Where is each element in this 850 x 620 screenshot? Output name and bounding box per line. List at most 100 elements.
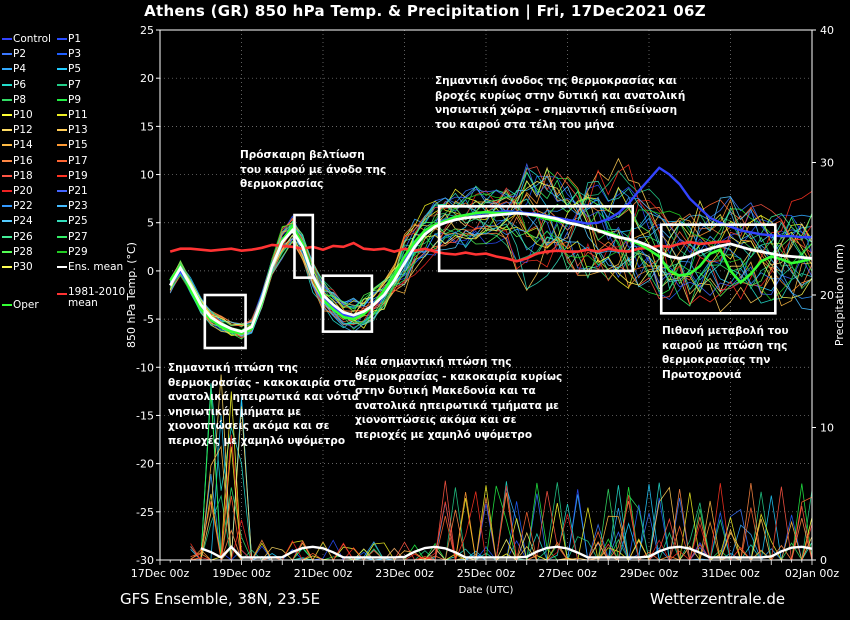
annotation-line: θερμοκρασίας την <box>662 354 771 367</box>
ensemble-member-P20 <box>169 187 813 339</box>
annotation-line: περιοχές με χαμηλό υψόμετρο <box>168 434 346 447</box>
ensemble-member-P17 <box>169 199 813 335</box>
highlight-box-4 <box>437 205 635 273</box>
chart-title: Athens (GR) 850 hPa Temp. & Precipitatio… <box>144 2 706 20</box>
y-tick-label: -20 <box>136 458 154 471</box>
annotation-line: ανατολικά ηπειρωτικά τμήματα με <box>355 399 560 412</box>
annotation-line: Σημαντική πτώση της <box>168 362 298 374</box>
legend-item: Ens. mean <box>57 260 123 274</box>
annotation-line: νησιωτικά τμήματα με <box>168 405 302 418</box>
legend-item: P8 <box>2 93 26 107</box>
legend-label: P25 <box>68 215 88 228</box>
y-tick-label: -30 <box>136 554 154 567</box>
legend-swatch <box>2 38 12 40</box>
legend-label: P4 <box>13 63 27 76</box>
y-tick-label: -15 <box>136 409 154 422</box>
legend-swatch <box>2 190 12 192</box>
precip-member <box>190 446 812 561</box>
legend-swatch <box>57 235 67 238</box>
ensemble-member-P14 <box>169 189 813 336</box>
ensemble-member-P24 <box>169 175 813 337</box>
annotation-a3: Σημαντική πτώση της θερμοκρασίας - κακοκα… <box>168 361 359 449</box>
legend-swatch <box>2 174 12 177</box>
y2-tick-label: 40 <box>820 24 834 37</box>
legend-item: P11 <box>57 108 88 122</box>
annotation-line: Πιθανή μεταβολή του <box>662 325 789 337</box>
x-tick-label: 02Jan 00z <box>785 567 839 580</box>
legend-swatch <box>57 144 67 147</box>
legend-label: Ens. mean <box>68 261 124 273</box>
legend-label: P13 <box>68 124 88 137</box>
ensemble-member-P7 <box>169 170 813 337</box>
legend-item: P19 <box>57 169 88 183</box>
y-axis-label: 850 hPa Temp. (°C) <box>125 242 138 348</box>
annotation-line: Πρωτοχρονιά <box>662 368 742 381</box>
y2-tick-label: 20 <box>820 289 834 302</box>
key-series <box>168 166 813 335</box>
annotation-a1: Πρόσκαιρη βελτίωση του καιρού με άνοδο τη… <box>240 148 386 192</box>
x-tick-label: 19Dec 00z <box>212 567 271 580</box>
ensemble-member-P6 <box>169 167 813 336</box>
legend-swatch <box>2 304 12 306</box>
legend-item: P1 <box>57 32 81 46</box>
highlight-box-3 <box>321 274 374 333</box>
ensemble-member-P18 <box>169 166 813 337</box>
legend-label: P1 <box>68 33 82 45</box>
legend-swatch <box>57 68 67 71</box>
legend-label: P7 <box>68 78 82 91</box>
legend-label: P26 <box>13 230 33 243</box>
ensemble-member-P26 <box>169 204 813 333</box>
legend-item: P9 <box>57 93 81 107</box>
legend-item: P4 <box>2 62 26 76</box>
annotation-a5: Πιθανή μεταβολή του καιρού με πτώση της θε… <box>662 324 789 382</box>
legend-label: 1981-2010 mean <box>68 286 126 309</box>
series-ens-mean <box>168 211 813 334</box>
ensemble-member-P16 <box>169 198 813 327</box>
legend-label: Control <box>13 33 51 45</box>
ensemble-member-P8 <box>169 185 813 328</box>
precip-member <box>190 491 812 561</box>
x-tick-label: 29Dec 00z <box>620 567 679 580</box>
y-tick-label: -10 <box>136 361 154 374</box>
legend-item: P25 <box>57 214 88 228</box>
y2-tick-label: 10 <box>820 422 834 435</box>
y2-axis-label: Precipitation (mm) <box>833 244 846 346</box>
legend-label: P21 <box>68 185 88 197</box>
x-axis-label: Date (UTC) <box>459 585 514 596</box>
legend-label: P19 <box>68 169 88 182</box>
annotation-line: θερμοκρασίας <box>240 178 324 191</box>
legend-swatch <box>2 205 12 208</box>
legend-label: P20 <box>13 185 33 197</box>
legend-item: P7 <box>57 78 81 92</box>
legend-label: P16 <box>13 154 33 167</box>
legend-label: P23 <box>68 200 88 213</box>
legend-item: P18 <box>2 169 33 183</box>
legend-item: P30 <box>2 260 33 274</box>
legend-swatch <box>57 38 67 40</box>
legend-label: P27 <box>68 230 88 243</box>
y-tick-label: 15 <box>140 120 154 133</box>
legend-swatch <box>2 144 12 147</box>
legend-label: P30 <box>13 261 33 273</box>
legend-swatch <box>57 174 67 177</box>
annotation-line: θερμοκρασίας - κακοκαιρία κυρίως <box>355 370 563 383</box>
legend-item: P15 <box>57 138 88 152</box>
ensemble-member-P30 <box>169 181 813 327</box>
annotation-line: νησιωτική χώρα - σημαντική επιδείνωση <box>435 104 678 117</box>
legend-item: P12 <box>2 123 33 137</box>
legend-label: P5 <box>68 63 82 76</box>
precip-member <box>190 482 813 562</box>
precip-member <box>190 480 813 561</box>
ensemble-member-P10 <box>169 186 813 336</box>
precip-member <box>190 486 812 562</box>
highlight-box-1 <box>203 293 247 350</box>
legend-item: P28 <box>2 245 33 259</box>
annotation-line: στην δυτική Μακεδονία και τα <box>355 385 536 398</box>
legend-swatch <box>2 114 12 116</box>
legend-swatch <box>57 205 67 208</box>
legend-item: P10 <box>2 108 33 122</box>
legend-label: P9 <box>68 93 82 106</box>
y-tick-label: -25 <box>136 506 154 519</box>
legend-item: P22 <box>2 199 33 213</box>
